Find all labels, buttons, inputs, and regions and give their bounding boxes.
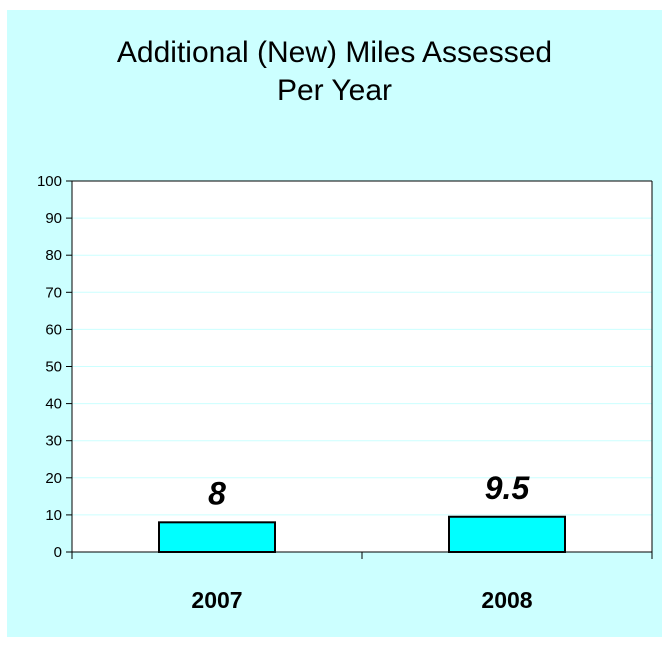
y-tick-label: 90 — [45, 210, 62, 227]
x-tick-label: 2007 — [191, 587, 242, 613]
data-label: 9.5 — [485, 470, 531, 506]
y-tick-label: 80 — [45, 247, 62, 264]
y-tick-label: 10 — [45, 507, 62, 524]
y-tick-label: 50 — [45, 359, 62, 376]
y-tick-label: 40 — [45, 396, 62, 413]
y-tick-label: 70 — [45, 284, 62, 301]
chart-title-line-2: Per Year — [276, 74, 393, 107]
y-tick-label: 60 — [45, 321, 62, 338]
x-tick-label: 2008 — [481, 587, 532, 613]
y-tick-label: 20 — [45, 470, 62, 487]
y-tick-label: 0 — [54, 544, 62, 561]
data-label: 8 — [208, 475, 226, 511]
chart-title: Additional (New) Miles Assessed Per Year — [0, 34, 669, 110]
y-tick-label: 100 — [37, 173, 62, 190]
chart-title-line-1: Additional (New) Miles Assessed — [116, 36, 553, 69]
bar — [158, 521, 276, 554]
bar — [448, 515, 566, 554]
y-tick-label: 30 — [45, 433, 62, 450]
